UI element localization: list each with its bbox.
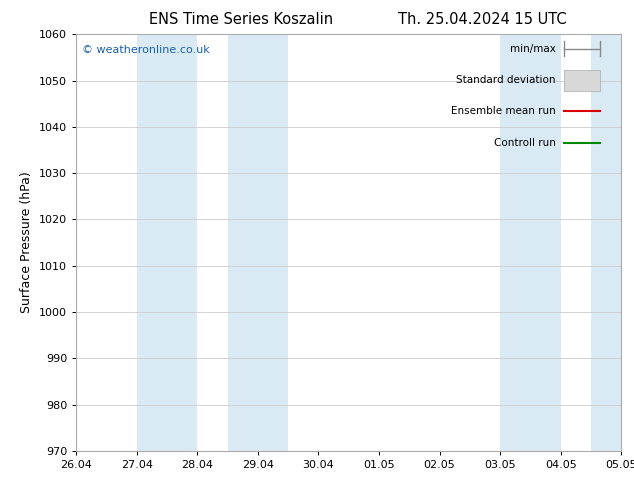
Text: Th. 25.04.2024 15 UTC: Th. 25.04.2024 15 UTC <box>398 12 566 27</box>
Text: ENS Time Series Koszalin: ENS Time Series Koszalin <box>149 12 333 27</box>
Text: © weatheronline.co.uk: © weatheronline.co.uk <box>82 45 209 55</box>
Bar <box>228 34 288 451</box>
Text: Standard deviation: Standard deviation <box>456 75 556 85</box>
Text: min/max: min/max <box>510 44 556 54</box>
Bar <box>137 34 197 451</box>
Y-axis label: Surface Pressure (hPa): Surface Pressure (hPa) <box>20 172 34 314</box>
Text: Controll run: Controll run <box>494 138 556 147</box>
Bar <box>500 34 560 451</box>
Text: Ensemble mean run: Ensemble mean run <box>451 106 556 116</box>
Bar <box>591 34 634 451</box>
Bar <box>564 70 600 91</box>
